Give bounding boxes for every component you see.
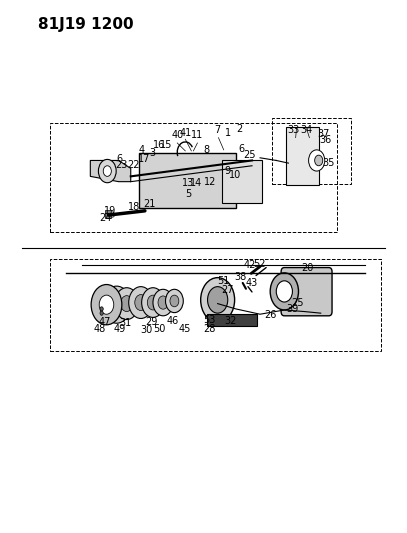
FancyBboxPatch shape (287, 127, 319, 185)
Text: 37: 37 (318, 129, 330, 139)
Circle shape (98, 159, 116, 183)
Text: 27: 27 (221, 285, 234, 295)
Text: 14: 14 (190, 178, 202, 188)
Circle shape (91, 285, 122, 325)
Text: 17: 17 (138, 155, 150, 164)
Text: 25: 25 (291, 297, 304, 308)
Circle shape (99, 295, 114, 314)
Text: 3: 3 (149, 148, 155, 158)
Text: 6: 6 (116, 154, 123, 164)
FancyBboxPatch shape (139, 152, 236, 208)
Text: 13: 13 (182, 178, 195, 188)
FancyBboxPatch shape (207, 314, 257, 326)
Text: 9: 9 (224, 166, 230, 176)
Text: 1: 1 (225, 128, 231, 138)
Text: 2: 2 (236, 124, 242, 134)
Text: 25: 25 (244, 150, 256, 160)
Circle shape (208, 287, 228, 313)
Text: 45: 45 (178, 324, 191, 334)
Circle shape (103, 286, 131, 323)
Text: 18: 18 (128, 201, 140, 212)
Text: 49: 49 (114, 324, 126, 334)
Text: 46: 46 (167, 316, 179, 326)
Text: 38: 38 (234, 272, 247, 282)
Text: 30: 30 (141, 325, 153, 335)
Circle shape (103, 166, 112, 176)
Text: 52: 52 (253, 259, 265, 269)
Text: 6: 6 (238, 144, 244, 154)
Text: 11: 11 (190, 130, 203, 140)
Text: 81J19 1200: 81J19 1200 (38, 17, 133, 31)
Text: 31: 31 (120, 318, 132, 328)
Text: 33: 33 (287, 125, 300, 135)
Circle shape (100, 311, 103, 316)
Text: 22: 22 (127, 160, 140, 169)
Text: 42: 42 (244, 261, 256, 270)
FancyBboxPatch shape (105, 211, 111, 217)
FancyBboxPatch shape (222, 160, 262, 203)
Circle shape (153, 289, 173, 316)
Text: 12: 12 (204, 176, 217, 187)
Text: 19: 19 (105, 206, 117, 216)
Text: 20: 20 (302, 263, 314, 272)
Text: 10: 10 (229, 171, 241, 180)
Text: 24: 24 (99, 213, 112, 223)
Text: 34: 34 (300, 125, 313, 135)
Text: 53: 53 (204, 314, 216, 325)
Text: 15: 15 (160, 140, 173, 150)
Text: 50: 50 (153, 324, 165, 334)
Text: 29: 29 (145, 317, 157, 327)
Circle shape (115, 288, 139, 319)
Circle shape (129, 287, 153, 318)
Circle shape (100, 307, 103, 311)
Polygon shape (90, 160, 131, 182)
Text: 48: 48 (93, 324, 105, 334)
Circle shape (309, 150, 325, 171)
Circle shape (158, 296, 168, 309)
Circle shape (170, 295, 179, 307)
Text: 43: 43 (245, 278, 257, 288)
Circle shape (201, 278, 234, 322)
Text: 41: 41 (179, 128, 191, 138)
Circle shape (276, 281, 292, 302)
Text: 8: 8 (204, 145, 210, 155)
Text: 28: 28 (204, 324, 216, 334)
Text: 32: 32 (225, 316, 237, 326)
FancyBboxPatch shape (281, 268, 332, 316)
Text: 36: 36 (319, 135, 332, 146)
Text: 39: 39 (286, 304, 299, 314)
Text: 16: 16 (153, 140, 165, 150)
Circle shape (147, 295, 159, 310)
Circle shape (142, 288, 164, 317)
Text: 40: 40 (171, 130, 183, 140)
Text: 35: 35 (322, 158, 334, 168)
Text: 51: 51 (217, 276, 229, 286)
Text: 5: 5 (186, 189, 192, 199)
Circle shape (166, 289, 183, 313)
Circle shape (270, 273, 298, 310)
Text: 23: 23 (116, 160, 128, 169)
Circle shape (135, 295, 147, 311)
Text: 47: 47 (98, 317, 111, 327)
Text: 21: 21 (144, 199, 156, 209)
Text: 26: 26 (264, 310, 276, 320)
Text: 4: 4 (139, 145, 145, 155)
Circle shape (109, 295, 124, 314)
Text: 7: 7 (214, 125, 221, 135)
Circle shape (111, 212, 115, 217)
Circle shape (315, 155, 323, 166)
Circle shape (120, 296, 133, 312)
